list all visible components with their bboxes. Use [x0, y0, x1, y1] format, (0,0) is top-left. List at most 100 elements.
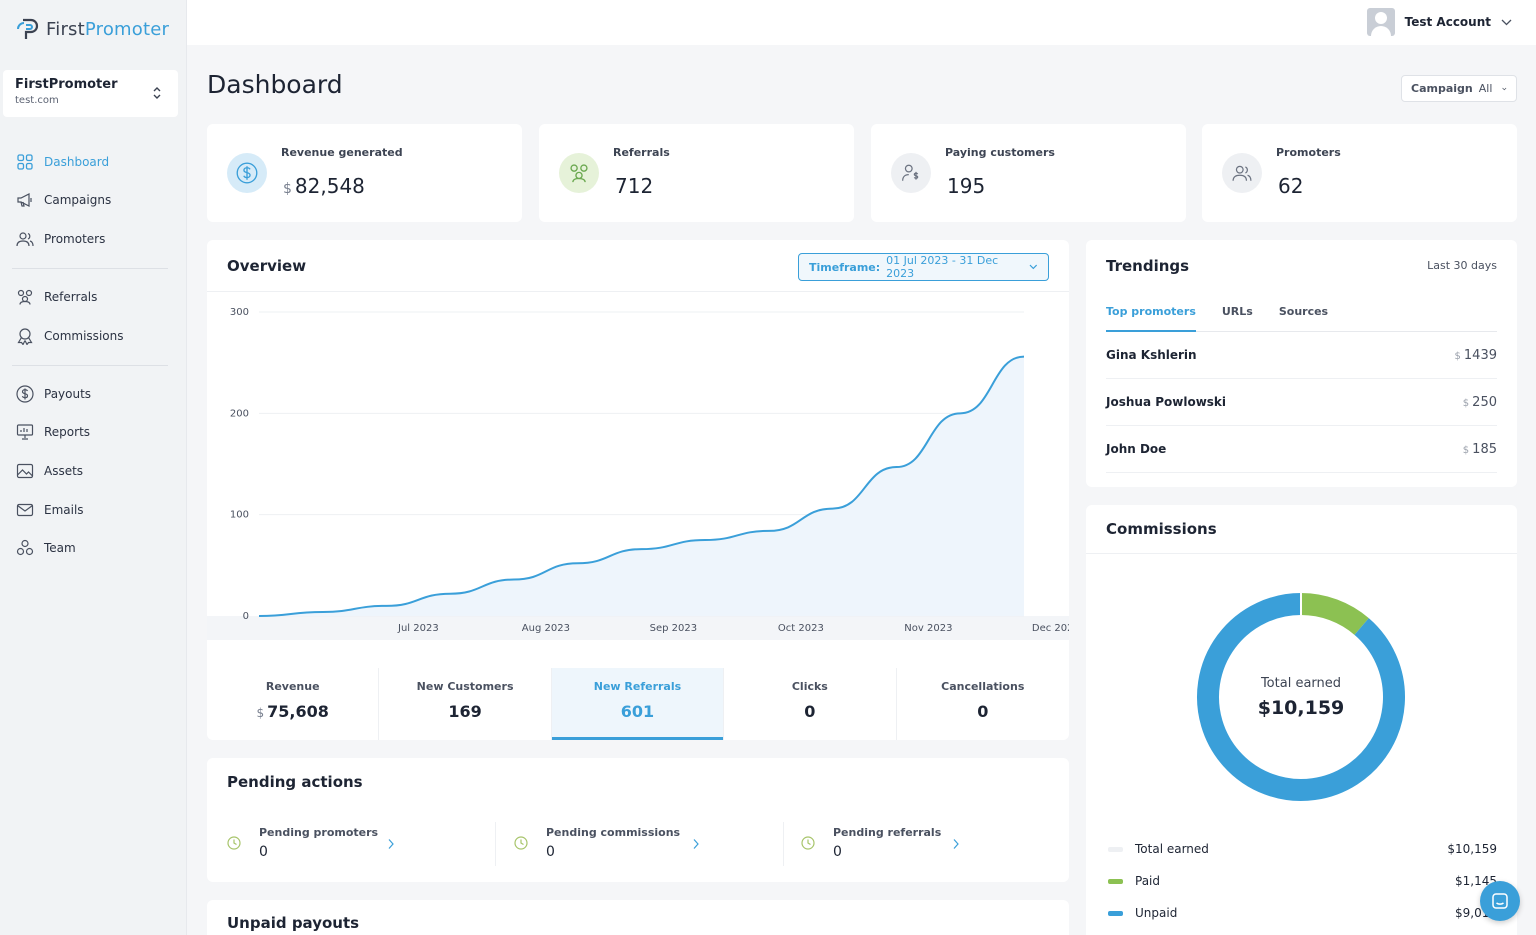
chevron-right-icon: [388, 839, 394, 849]
sidebar-item-label: Team: [44, 541, 76, 555]
campaign-select-label: Campaign: [1411, 82, 1473, 95]
pending-actions-title: Pending actions: [227, 773, 363, 791]
metric-label: Revenue: [265, 680, 320, 693]
chart-x-tick-label: Aug 2023: [522, 623, 570, 634]
legend-label: Unpaid: [1135, 906, 1178, 920]
donut-center-label: Total earned: [1260, 675, 1342, 691]
legend-value: $10,159: [1447, 842, 1497, 856]
sidebar-item-label: Referrals: [44, 290, 98, 304]
pending-value: 0: [259, 844, 268, 860]
overview-title: Overview: [227, 257, 307, 275]
metric-tab-new-referrals[interactable]: New Referrals 601: [551, 668, 725, 740]
commissions-title: Commissions: [1106, 520, 1217, 538]
sidebar-item-emails[interactable]: Emails: [16, 498, 84, 522]
support-chat-button[interactable]: [1480, 881, 1520, 921]
legend-label: Paid: [1135, 874, 1161, 888]
metric-tab-clicks[interactable]: Clicks 0: [724, 668, 897, 740]
sidebar-item-reports[interactable]: Reports: [16, 420, 90, 444]
sidebar-item-promoters[interactable]: Promoters: [16, 227, 105, 251]
tab-sources[interactable]: Sources: [1278, 305, 1329, 318]
sidebar-item-dashboard[interactable]: Dashboard: [16, 150, 109, 174]
promoter-name: Gina Kshlerin: [1106, 348, 1197, 362]
trending-row[interactable]: Joshua Powlowski $250: [1106, 379, 1497, 426]
stat-label: Promoters: [1276, 146, 1341, 159]
donut-slice-unpaid: [1197, 593, 1405, 801]
stat-card-promoters: Promoters 62: [1202, 124, 1517, 222]
chart-series-line: [258, 355, 1025, 617]
campaign-select[interactable]: Campaign All: [1401, 75, 1517, 102]
metric-value: 169: [448, 702, 482, 721]
chevron-updown-icon: [153, 87, 161, 99]
stat-label: Paying customers: [945, 146, 1055, 159]
timeframe-select[interactable]: Timeframe: 01 Jul 2023 - 31 Dec 2023: [798, 253, 1049, 281]
sidebar-item-label: Promoters: [44, 232, 106, 246]
legend-paid: Paid $1,145: [1108, 871, 1497, 891]
sidebar-item-referrals[interactable]: Referrals: [16, 285, 97, 309]
dashboard-icon: [16, 153, 34, 171]
tab-top-promoters[interactable]: Top promoters: [1106, 302, 1196, 332]
megaphone-icon: [16, 191, 34, 209]
stat-card-referrals: Referrals 712: [539, 124, 854, 222]
promoter-name: Joshua Powlowski: [1106, 395, 1227, 409]
metric-tab-new-customers[interactable]: New Customers 169: [379, 668, 552, 740]
trendings-card: Trendings Last 30 days Top promoters URL…: [1086, 240, 1517, 487]
metric-label: Clicks: [791, 680, 828, 693]
account-menu[interactable]: Test Account: [1366, 8, 1512, 36]
unpaid-payouts-title: Unpaid payouts: [227, 914, 360, 932]
pending-actions-card: Pending actions Pending promoters 0 Pend…: [207, 758, 1069, 882]
campaign-select-value: All: [1478, 82, 1493, 95]
trendings-range: Last 30 days: [1427, 259, 1497, 272]
org-switcher[interactable]: FirstPromoter test.com: [3, 70, 178, 117]
team-icon: [16, 539, 34, 557]
overview-chart: 0 100 200 300 Jul 2023 Aug 2023 Sep 2023 Oct 20…: [207, 292, 1069, 640]
tab-urls[interactable]: URLs: [1221, 305, 1253, 318]
stat-card-paying-customers: Paying customers 195: [871, 124, 1186, 222]
sidebar-item-campaigns[interactable]: Campaigns: [16, 188, 111, 212]
metric-value: 0: [804, 702, 816, 721]
legend-swatch: [1108, 910, 1123, 916]
mail-icon: [16, 501, 34, 519]
sidebar-item-label: Assets: [44, 464, 84, 478]
users-icon: [1222, 153, 1262, 193]
metric-value: 0: [977, 702, 989, 721]
metric-label: New Referrals: [593, 680, 682, 693]
stat-value: 712: [615, 174, 654, 198]
trending-row[interactable]: John Doe $185: [1106, 426, 1497, 473]
unpaid-payouts-card: Unpaid payouts: [207, 900, 1069, 935]
legend-swatch: [1108, 846, 1123, 852]
nav-divider: [12, 268, 168, 269]
paying-user-icon: [891, 153, 931, 193]
divider: [207, 291, 1069, 292]
metric-tab-cancellations[interactable]: Cancellations 0: [897, 668, 1069, 740]
dollar-circle-icon: [227, 153, 267, 193]
app-logo[interactable]: FirstPromoter: [16, 12, 169, 46]
overview-chart-svg: 0 100 200 300 Jul 2023 Aug 2023 Sep 2023 Oct 20…: [207, 307, 1069, 640]
users-icon: [16, 230, 34, 248]
legend-swatch: [1108, 878, 1123, 884]
chevron-down-icon: [1502, 87, 1507, 90]
sidebar-item-assets[interactable]: Assets: [16, 459, 83, 483]
sidebar-item-payouts[interactable]: Payouts: [16, 382, 91, 406]
stat-label: Referrals: [613, 146, 670, 159]
sidebar-item-label: Payouts: [44, 387, 92, 401]
metric-tabs: Revenue $75,608 New Customers 169 New Re…: [207, 668, 1069, 740]
sidebar-item-team[interactable]: Team: [16, 536, 76, 560]
chart-x-tick-label: Dec 2023: [1032, 623, 1069, 634]
commissions-donut-chart: [1197, 593, 1405, 801]
sidebar-item-commissions[interactable]: Commissions: [16, 324, 123, 348]
trending-row[interactable]: Gina Kshlerin $1439: [1106, 332, 1497, 379]
referrals-icon: [559, 153, 599, 193]
pending-promoters[interactable]: Pending promoters 0: [207, 824, 487, 864]
metric-label: Cancellations: [941, 680, 1025, 693]
trendings-tabs: Top promoters URLs Sources: [1106, 302, 1497, 332]
promoter-amount: $185: [1462, 441, 1497, 457]
metric-tab-revenue[interactable]: Revenue $75,608: [207, 668, 380, 740]
pending-referrals[interactable]: Pending referrals 0: [781, 824, 1061, 864]
pending-commissions[interactable]: Pending commissions 0: [494, 824, 774, 864]
referrals-icon: [16, 288, 34, 306]
avatar: [1366, 8, 1395, 36]
donut-center-value: $10,159: [1257, 696, 1345, 719]
stat-value: 195: [947, 174, 986, 198]
clock-icon: [227, 836, 241, 850]
donut-center: Total earned $10,159: [1196, 592, 1406, 802]
